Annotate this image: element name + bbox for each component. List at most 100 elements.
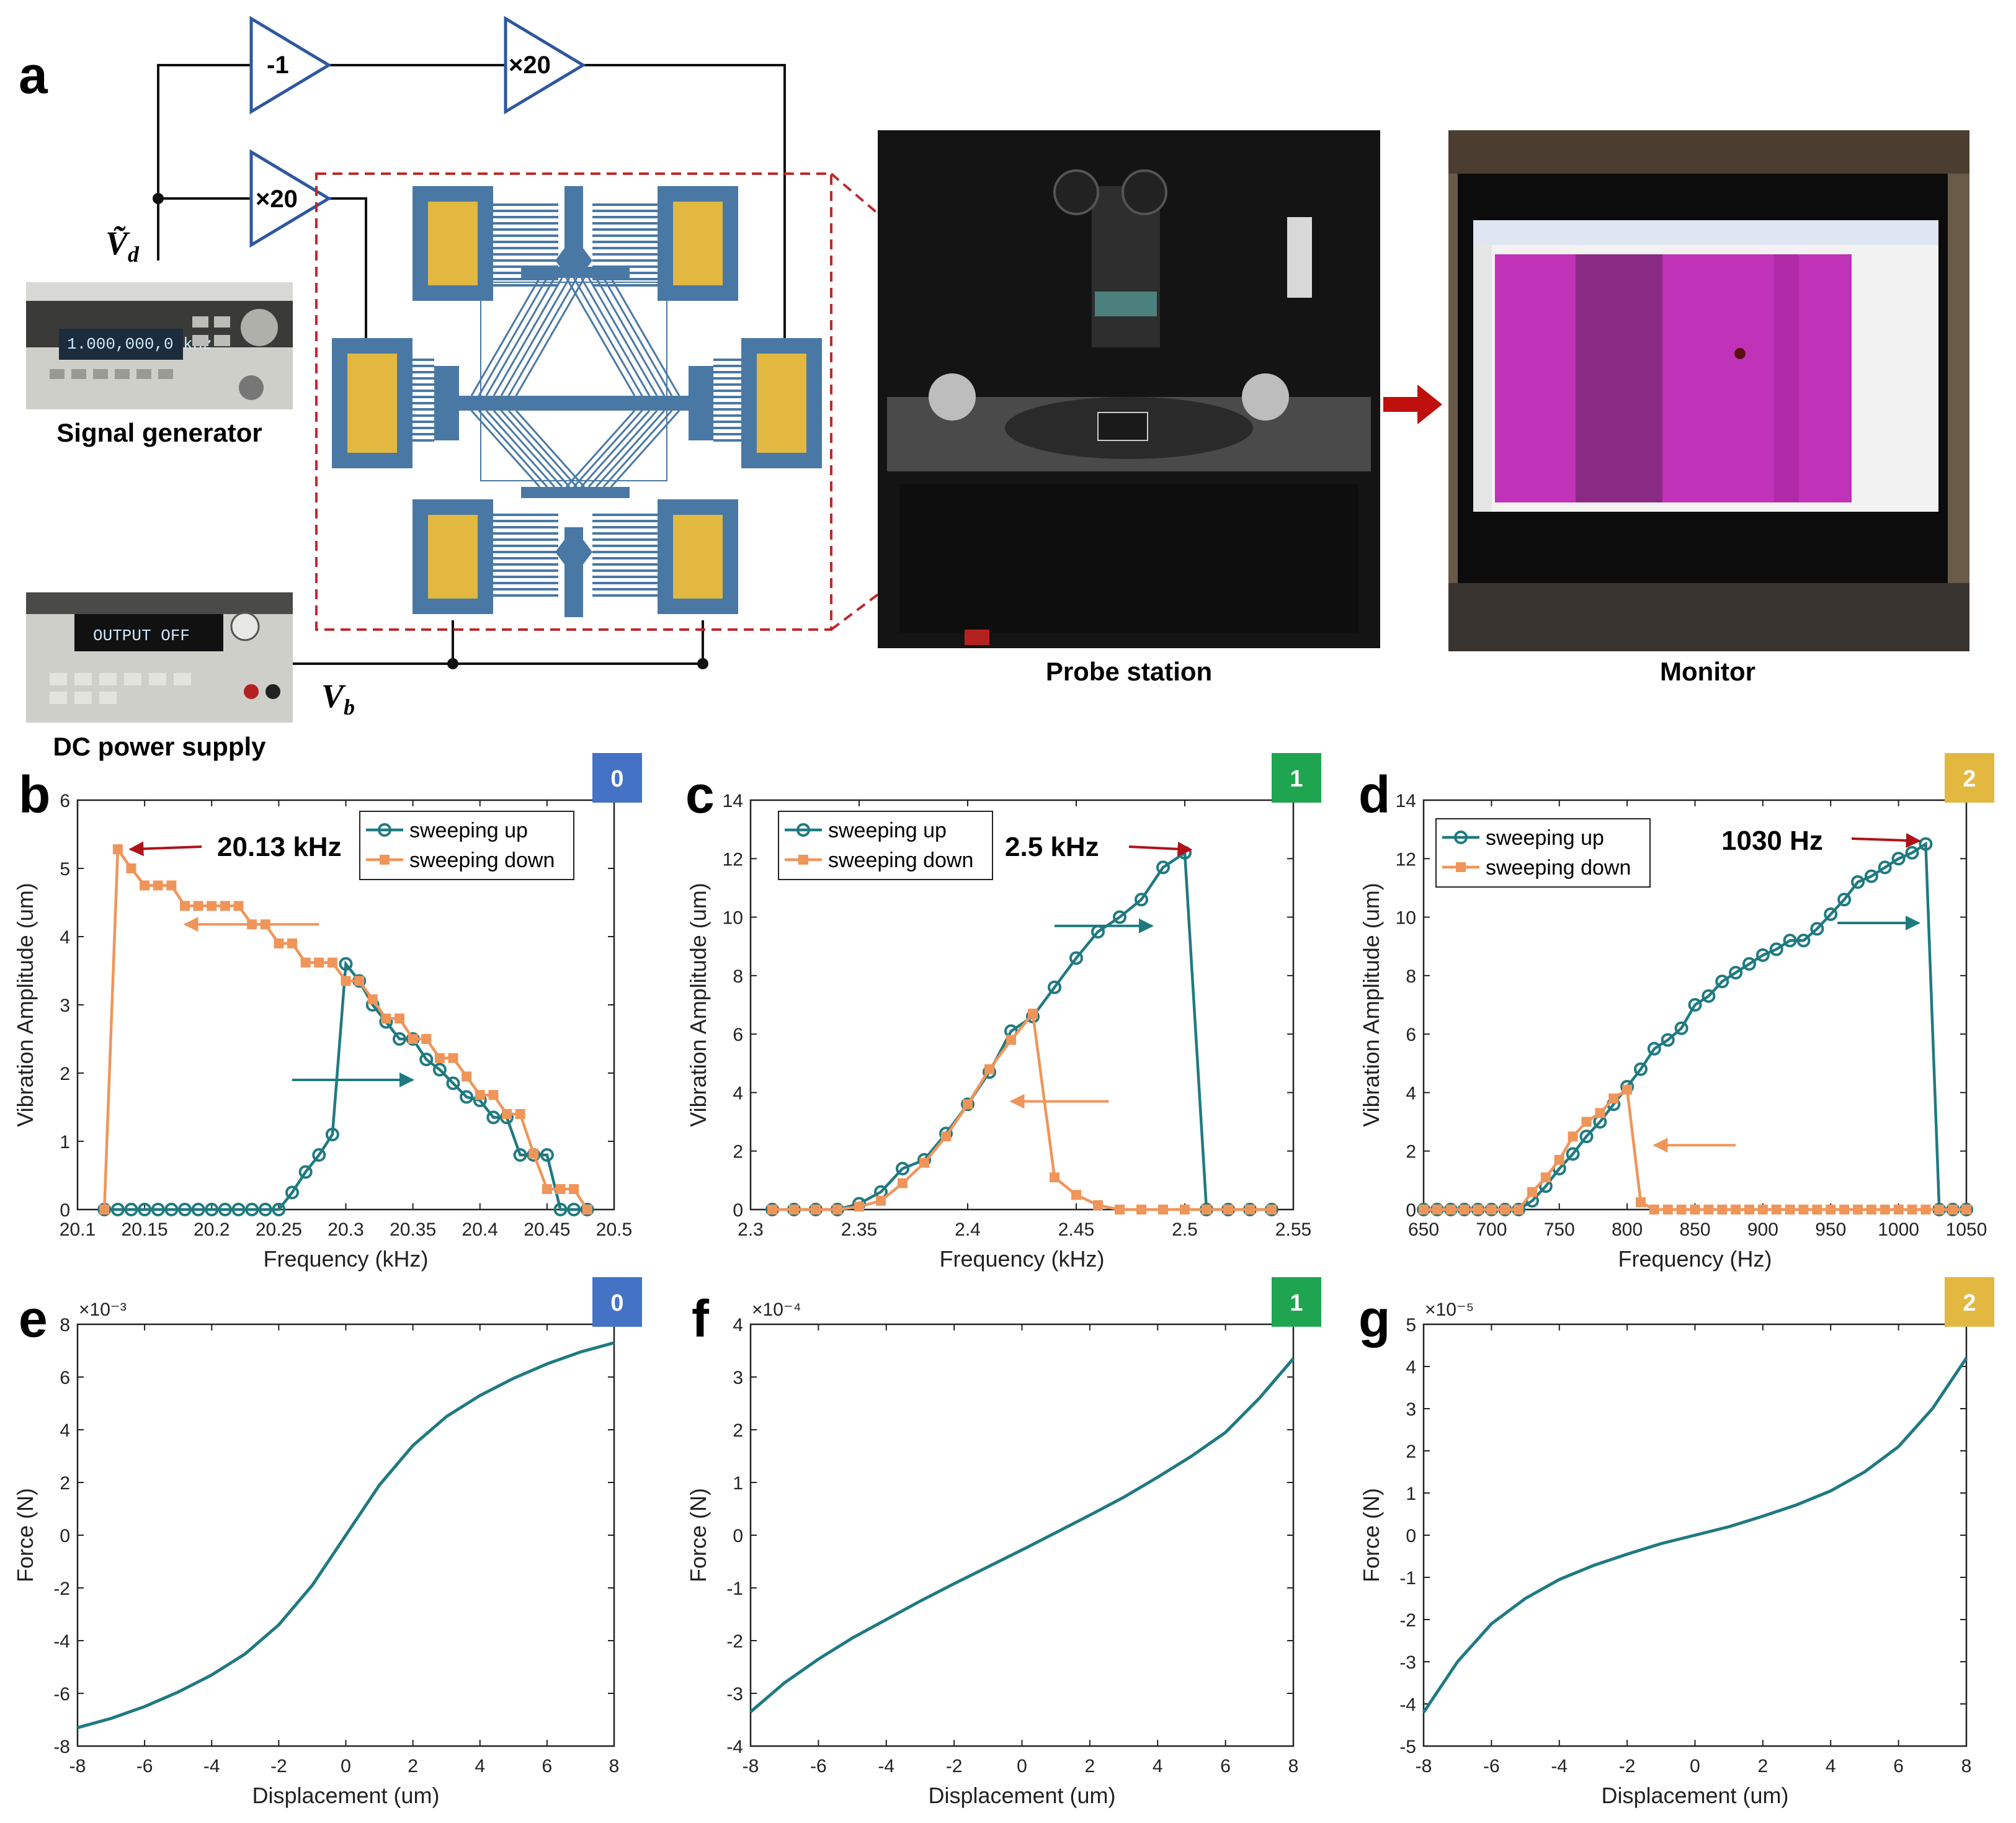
- mems-beams: [470, 277, 680, 488]
- data-point-down: [341, 976, 351, 986]
- data-point-down: [984, 1064, 994, 1074]
- data-point-up: [178, 1203, 192, 1216]
- flexure-beam: [515, 410, 586, 488]
- x-tick-label: 20.5: [596, 1219, 632, 1240]
- legend-label: sweeping down: [409, 849, 555, 872]
- data-point-down: [1432, 1205, 1442, 1215]
- x-tick-label: -4: [1551, 1756, 1568, 1776]
- data-point-up: [298, 1165, 313, 1179]
- y-tick-label: -1: [726, 1579, 743, 1599]
- data-point-down: [582, 1205, 592, 1215]
- series-line-force: [749, 1357, 1295, 1713]
- x-tick-label: 2: [1758, 1756, 1768, 1776]
- x-tick-label: 20.3: [328, 1219, 364, 1240]
- data-point-up: [1864, 869, 1878, 883]
- annotation-arrow: [1128, 841, 1193, 857]
- x-tick-label: 800: [1612, 1219, 1643, 1240]
- dc-power-supply-photo: OUTPUT OFF: [26, 592, 293, 723]
- y-tick-label: 0: [733, 1200, 743, 1221]
- data-point-up: [540, 1148, 554, 1162]
- data-point-down: [1136, 1205, 1146, 1215]
- y-tick-label: -6: [53, 1684, 70, 1705]
- mems-fingers: [413, 203, 741, 597]
- data-point-up: [1837, 893, 1852, 907]
- data-point-up: [1579, 1130, 1594, 1144]
- svg-text:1.000,000,0 kHz: 1.000,000,0 kHz: [67, 335, 212, 354]
- data-point-down: [529, 1148, 539, 1159]
- monitor-photo: [1448, 130, 1969, 651]
- signal-generator-caption: Signal generator: [56, 418, 262, 447]
- y-tick-label: 1: [60, 1132, 70, 1152]
- level-badge: [592, 753, 642, 803]
- chart-b: 20.1 20.15 20.2 20.25 20.3 20.35 20.4 20.45 20.5…: [12, 753, 642, 1272]
- data-point-up: [151, 1203, 165, 1216]
- data-point-up: [218, 1203, 232, 1216]
- data-point-up: [1851, 875, 1865, 889]
- data-point-down: [367, 994, 378, 1005]
- y-tick-label: 14: [1396, 791, 1416, 811]
- data-point-up: [896, 1162, 909, 1175]
- y-tick-label: -3: [726, 1684, 743, 1705]
- legend: [1435, 818, 1651, 888]
- y-tick-label: -3: [1399, 1652, 1416, 1673]
- x-tick-label: 2.45: [1058, 1219, 1094, 1240]
- data-point-up: [1661, 1033, 1675, 1047]
- data-point-down: [300, 957, 311, 968]
- panel-letter-c: c: [685, 765, 715, 824]
- legend-marker: [380, 855, 390, 865]
- data-point-up: [138, 1203, 152, 1216]
- svg-text:OUTPUT OFF: OUTPUT OFF: [93, 626, 190, 645]
- data-point-down: [1839, 1205, 1850, 1215]
- x-tick-label: -8: [69, 1756, 86, 1776]
- data-point-up: [1729, 966, 1743, 980]
- x-axis-label: Frequency (Hz): [1618, 1246, 1772, 1272]
- data-point-down: [1880, 1205, 1890, 1215]
- y-tick-label: 4: [1406, 1083, 1416, 1103]
- legend-label: sweeping up: [409, 819, 528, 842]
- data-point-down: [395, 1014, 404, 1023]
- y-tick-label: 4: [60, 927, 70, 948]
- data-point-down: [789, 1205, 799, 1215]
- y-tick-label: 2: [1406, 1442, 1416, 1462]
- data-point-down: [1907, 1205, 1917, 1215]
- x-tick-label: 1050: [1946, 1219, 1987, 1240]
- data-point-down: [112, 844, 123, 855]
- flexure-beam: [587, 410, 658, 488]
- data-point-down: [919, 1157, 929, 1168]
- data-point-up: [1156, 860, 1170, 875]
- flexure-beam: [478, 277, 548, 396]
- data-point-down: [555, 1184, 566, 1194]
- data-point-down: [220, 901, 230, 911]
- data-point-down: [1853, 1205, 1863, 1215]
- y-axis-label: Vibration Amplitude (um): [1358, 883, 1384, 1127]
- chart-c: 2.3 2.35 2.4 2.45 2.5 2.55 0 2 4 6 8 10 12 14 Frequenc…: [685, 753, 1321, 1272]
- data-point-up: [1715, 974, 1729, 989]
- annotation-label: 1030 Hz: [1721, 826, 1823, 856]
- y-tick-label: 4: [733, 1083, 743, 1103]
- flexure-beam: [602, 277, 673, 396]
- flexure-beam: [507, 277, 578, 396]
- x-tick-label: -8: [1416, 1756, 1432, 1776]
- y-tick-label: -5: [1399, 1737, 1416, 1757]
- x-tick-label: 6: [1220, 1756, 1231, 1776]
- data-point-down: [1866, 1205, 1876, 1215]
- data-point-up: [567, 1203, 581, 1216]
- data-point-down: [1798, 1205, 1809, 1215]
- x-axis-label: Displacement (um): [928, 1783, 1115, 1808]
- data-point-down: [381, 1014, 391, 1023]
- amp-gain-top: ×20: [504, 16, 586, 115]
- data-point-down: [462, 1071, 472, 1082]
- y-tick-label: 8: [1406, 966, 1416, 987]
- data-point-up: [1783, 934, 1797, 948]
- data-point-down: [811, 1205, 821, 1215]
- data-point-up: [1113, 910, 1126, 924]
- x-tick-label: 0: [1690, 1756, 1700, 1776]
- y-tick-label: -4: [53, 1631, 70, 1652]
- y-tick-label: 5: [1406, 1315, 1416, 1335]
- data-point-down: [1961, 1205, 1971, 1215]
- level-badge: [1272, 753, 1321, 803]
- data-point-up: [312, 1148, 326, 1162]
- data-point-up: [1742, 957, 1756, 971]
- chart-d: 650 700 750 800 850 900 950 1000 1050 0 2 4 6 8 10 12 14…: [1358, 753, 1994, 1272]
